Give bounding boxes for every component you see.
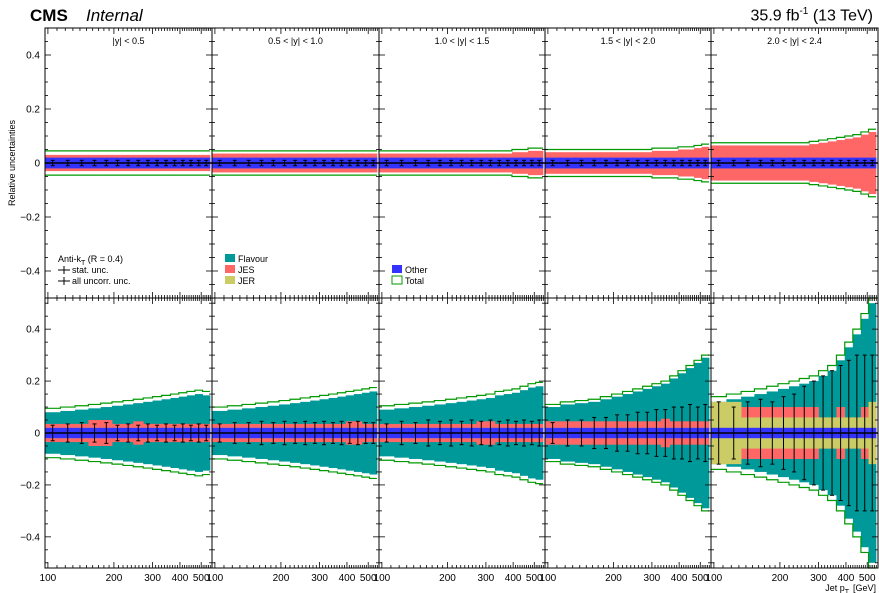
panel-2-bottom <box>211 297 380 569</box>
total-envelope <box>711 182 876 198</box>
total-envelope <box>545 354 709 406</box>
x-axis-title-main: Jet p <box>825 583 845 593</box>
status-label: Internal <box>86 6 143 25</box>
x-tick-label: 200 <box>439 573 456 584</box>
y-tick-label: 0.4 <box>26 325 40 336</box>
energy-label: (13 TeV) <box>808 7 873 25</box>
panel-label: 0.5 < |y| < 1.0 <box>268 36 323 46</box>
experiment-label: CMS <box>30 6 68 25</box>
y-tick-label: −0.4 <box>20 532 40 543</box>
y-tick-label: 0.2 <box>26 105 40 116</box>
algo-param: (R = 0.4) <box>85 254 123 264</box>
uncorr-legend-label: all uncorr. unc. <box>72 276 131 286</box>
y-tick-label: −0.2 <box>20 480 40 491</box>
x-axis-title-unit: [GeV] <box>853 583 876 593</box>
x-tick-label: 500 <box>859 573 876 584</box>
total-envelope <box>711 128 876 144</box>
x-tick-label: 400 <box>172 573 189 584</box>
x-axis-title-sub: T <box>845 589 850 593</box>
x-tick-label: 400 <box>339 573 356 584</box>
y-tick-label: 0.2 <box>26 377 40 388</box>
y-tick-label: −0.4 <box>20 267 40 278</box>
x-tick-label: 200 <box>605 573 622 584</box>
panel-label: |y| < 0.5 <box>113 36 145 46</box>
total-envelope <box>379 459 543 485</box>
x-tick-label: 100 <box>207 573 224 584</box>
x-tick-label: 500 <box>193 573 210 584</box>
total-envelope <box>545 175 709 183</box>
x-tick-label: 500 <box>692 573 709 584</box>
lumi-value: 35.9 fb <box>750 7 800 25</box>
total-envelope <box>379 174 543 179</box>
x-tick-label: 300 <box>644 573 661 584</box>
lumi-exponent: -1 <box>799 6 809 17</box>
legend-label-flavour: Flavour <box>238 254 268 264</box>
x-tick-label: 400 <box>838 573 855 584</box>
x-tick-label: 500 <box>526 573 543 584</box>
panel-label: 1.0 < |y| < 1.5 <box>435 36 490 46</box>
x-tick-label: 300 <box>144 573 161 584</box>
y-axis-title: Relative uncertainties <box>7 119 17 206</box>
total-envelope <box>212 386 377 408</box>
x-tick-label: 300 <box>478 573 495 584</box>
x-tick-label: 400 <box>505 573 522 584</box>
panel-4-top <box>544 27 712 299</box>
algo-name: Anti-k <box>58 254 82 264</box>
total-envelope <box>45 457 210 477</box>
x-axis-title: Jet pT [GeV] <box>825 583 876 593</box>
panel-5-top <box>710 27 879 299</box>
panel-3-top <box>378 27 546 299</box>
legend-swatch-jer <box>225 276 235 284</box>
total-envelope <box>212 458 377 480</box>
total-envelope <box>711 297 876 398</box>
x-tick-label: 200 <box>772 573 789 584</box>
x-tick-label: 100 <box>706 573 723 584</box>
legend-swatch-other <box>392 265 402 273</box>
total-envelope <box>711 468 876 569</box>
algo-sub: T <box>81 260 86 267</box>
x-tick-label: 200 <box>273 573 290 584</box>
panel-1-bottom <box>44 297 213 569</box>
panel-4-bottom <box>544 297 712 569</box>
x-tick-label: 500 <box>360 573 377 584</box>
total-envelope <box>545 143 709 151</box>
total-envelope <box>379 381 543 407</box>
x-tick-label: 100 <box>374 573 391 584</box>
x-tick-label: 100 <box>540 573 557 584</box>
total-envelope <box>545 460 709 512</box>
panel-label: 2.0 < |y| < 2.4 <box>767 36 822 46</box>
x-tick-label: 300 <box>810 573 827 584</box>
panel-5-bottom <box>710 297 879 569</box>
legend-label-jes: JES <box>238 265 255 275</box>
panel-1-top <box>44 27 213 299</box>
total-envelope <box>379 147 543 152</box>
total-envelope <box>45 389 210 409</box>
y-tick-label: 0 <box>34 159 40 170</box>
panel-3-bottom <box>378 297 546 569</box>
stat-legend-label: stat. unc. <box>72 265 109 275</box>
y-tick-label: 0 <box>34 429 40 440</box>
legend-label-total: Total <box>405 276 424 286</box>
legend-swatch-jes <box>225 265 235 273</box>
luminosity-label: 35.9 fb-1 (13 TeV) <box>751 6 873 25</box>
panel-label: 1.5 < |y| < 2.0 <box>601 36 656 46</box>
x-tick-label: 200 <box>106 573 123 584</box>
algo-annotation: Anti-kT (R = 0.4) <box>58 254 123 267</box>
x-tick-label: 100 <box>40 573 57 584</box>
legend-swatch-total <box>391 275 403 285</box>
legend-label-other: Other <box>405 265 428 275</box>
y-tick-label: −0.2 <box>20 213 40 224</box>
y-tick-label: 0.4 <box>26 51 40 62</box>
legend-label-jer: JER <box>238 276 256 286</box>
x-tick-label: 400 <box>671 573 688 584</box>
x-tick-label: 300 <box>311 573 328 584</box>
legend-swatch-flavour <box>225 254 235 262</box>
